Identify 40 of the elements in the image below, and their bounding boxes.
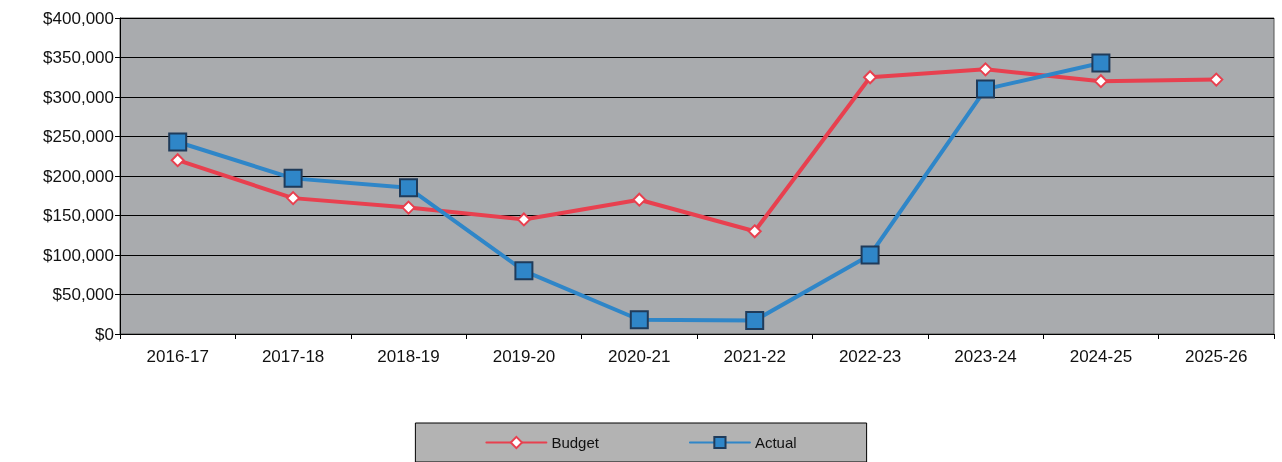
legend-label: Actual (754, 434, 797, 451)
point (286, 191, 301, 206)
point (399, 178, 418, 198)
y-tick-label: $0 (95, 324, 114, 344)
x-tick-label: 2019-20 (492, 347, 556, 366)
point (168, 132, 188, 152)
point (1091, 53, 1111, 73)
y-tick-label: $350,000 (43, 48, 114, 67)
point (629, 310, 649, 330)
y-tick-label: $50,000 (52, 285, 114, 304)
point (283, 168, 303, 188)
x-tick-label: 2022-23 (838, 347, 902, 366)
x-tick-label: 2016-17 (146, 347, 209, 366)
y-tick-label: $400,000 (43, 8, 114, 28)
x-tick-label: 2025-26 (1185, 347, 1248, 366)
point (1209, 72, 1224, 87)
point (632, 192, 647, 207)
y-tick-label: $150,000 (43, 206, 114, 225)
x-tick-label: 2017-18 (261, 347, 325, 366)
point (514, 261, 534, 281)
x-tick-label: 2018-19 (377, 347, 440, 366)
point (863, 70, 878, 85)
point (745, 311, 765, 331)
point (978, 62, 993, 77)
y-tick-label: $250,000 (43, 127, 114, 146)
y-tick-label: $200,000 (43, 166, 114, 186)
y-tick-label: $100,000 (43, 245, 114, 265)
y-tick-label: $300,000 (43, 87, 114, 107)
x-tick-label: 2024-25 (1069, 347, 1133, 366)
point (860, 245, 880, 265)
x-tick-label: 2020-21 (608, 347, 671, 366)
x-tick-label: 2023-24 (954, 347, 1017, 366)
point (747, 224, 762, 239)
point (170, 153, 185, 168)
point (976, 79, 995, 99)
legend-label: Budget (551, 434, 600, 451)
point (401, 200, 416, 215)
point (1093, 74, 1108, 89)
point (516, 212, 531, 227)
x-tick-label: 2021-22 (723, 347, 786, 366)
